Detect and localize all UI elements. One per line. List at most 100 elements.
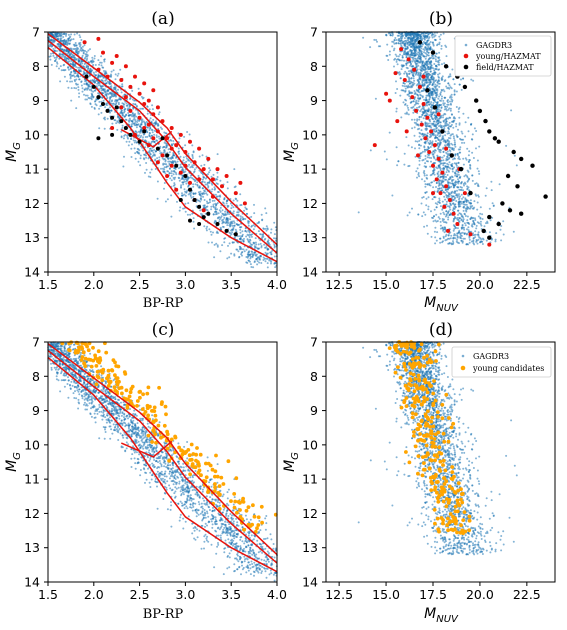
gagdr3-point [429, 165, 432, 168]
gagdr3-point [139, 164, 142, 167]
gagdr3-point [212, 173, 215, 176]
young-hazmat-point [201, 167, 206, 172]
gagdr3-point [266, 266, 269, 269]
gagdr3-point [217, 232, 219, 234]
gagdr3-point [111, 122, 114, 125]
gagdr3-point [446, 180, 449, 183]
gagdr3-point [128, 114, 130, 117]
gagdr3-point [81, 87, 84, 90]
gagdr3-point [442, 164, 445, 167]
gagdr3-point [439, 93, 442, 96]
gagdr3-point [467, 130, 470, 133]
gagdr3-point [411, 127, 414, 130]
gagdr3-point [431, 198, 434, 201]
gagdr3-point [70, 33, 73, 36]
gagdr3-point [419, 33, 422, 36]
gagdr3-point [69, 54, 72, 56]
gagdr3-point [72, 48, 75, 50]
gagdr3-point [114, 73, 117, 76]
gagdr3-point [214, 213, 217, 216]
gagdr3-point [92, 95, 95, 98]
gagdr3-point [491, 202, 494, 205]
gagdr3-point [73, 57, 76, 60]
gagdr3-point [198, 193, 201, 196]
gagdr3-point [458, 158, 461, 161]
gagdr3-point [448, 84, 451, 87]
gagdr3-point [438, 35, 441, 38]
gagdr3-point [449, 95, 452, 98]
field-hazmat-point [188, 187, 192, 192]
gagdr3-point [209, 169, 212, 172]
gagdr3-point [471, 174, 474, 177]
gagdr3-point [192, 195, 195, 198]
gagdr3-point [151, 108, 154, 111]
gagdr3-point [433, 125, 436, 127]
gagdr3-point [132, 102, 135, 105]
gagdr3-point [102, 92, 105, 95]
gagdr3-point [260, 233, 263, 236]
gagdr3-point [193, 171, 195, 174]
gagdr3-point [212, 213, 215, 216]
gagdr3-point [394, 92, 397, 94]
gagdr3-point [430, 160, 432, 163]
gagdr3-point [193, 178, 196, 181]
gagdr3-point [200, 164, 203, 167]
gagdr3-point [219, 250, 222, 253]
gagdr3-point [417, 64, 420, 67]
gagdr3-point [87, 67, 90, 70]
gagdr3-point [424, 191, 427, 194]
gagdr3-point [254, 241, 257, 244]
gagdr3-point [158, 137, 161, 140]
x-tick-label: 2.5 [130, 277, 150, 292]
gagdr3-point [208, 228, 211, 231]
gagdr3-point [428, 100, 431, 103]
gagdr3-point [400, 89, 403, 92]
gagdr3-point [442, 237, 445, 239]
gagdr3-point [470, 202, 473, 205]
gagdr3-point [418, 61, 421, 64]
gagdr3-point [490, 189, 493, 192]
field-hazmat-point [165, 153, 170, 158]
gagdr3-point [162, 171, 165, 174]
gagdr3-point [444, 198, 447, 201]
gagdr3-point [436, 102, 439, 105]
gagdr3-point [196, 181, 199, 184]
young-hazmat-point [151, 112, 156, 117]
gagdr3-point [224, 237, 227, 240]
gagdr3-point [93, 55, 96, 57]
gagdr3-point [119, 97, 122, 100]
gagdr3-point [242, 248, 245, 251]
gagdr3-point [167, 148, 170, 151]
gagdr3-point [56, 61, 58, 64]
gagdr3-point [436, 120, 438, 122]
gagdr3-point [187, 184, 190, 187]
gagdr3-point [413, 126, 416, 129]
gagdr3-point [88, 88, 91, 91]
gagdr3-point [430, 101, 433, 104]
gagdr3-point [216, 244, 219, 247]
gagdr3-point [434, 242, 437, 245]
gagdr3-point [249, 253, 251, 256]
gagdr3-point [102, 99, 105, 102]
gagdr3-point [186, 189, 189, 192]
gagdr3-point [208, 182, 211, 184]
gagdr3-point [462, 218, 465, 221]
gagdr3-point [212, 203, 215, 206]
gagdr3-point [49, 58, 52, 61]
gagdr3-point [446, 156, 449, 159]
gagdr3-point [424, 155, 427, 157]
young-hazmat-point [105, 74, 110, 79]
gagdr3-point [434, 58, 437, 61]
gagdr3-point [422, 135, 425, 138]
gagdr3-point [156, 180, 159, 183]
gagdr3-point [404, 47, 407, 50]
gagdr3-point [55, 32, 58, 35]
gagdr3-point [60, 39, 63, 42]
gagdr3-point [134, 139, 137, 142]
gagdr3-point [247, 259, 250, 262]
gagdr3-point [431, 216, 433, 219]
gagdr3-point [69, 73, 71, 76]
gagdr3-point [468, 241, 471, 244]
gagdr3-point [437, 110, 440, 113]
gagdr3-point [483, 225, 486, 228]
